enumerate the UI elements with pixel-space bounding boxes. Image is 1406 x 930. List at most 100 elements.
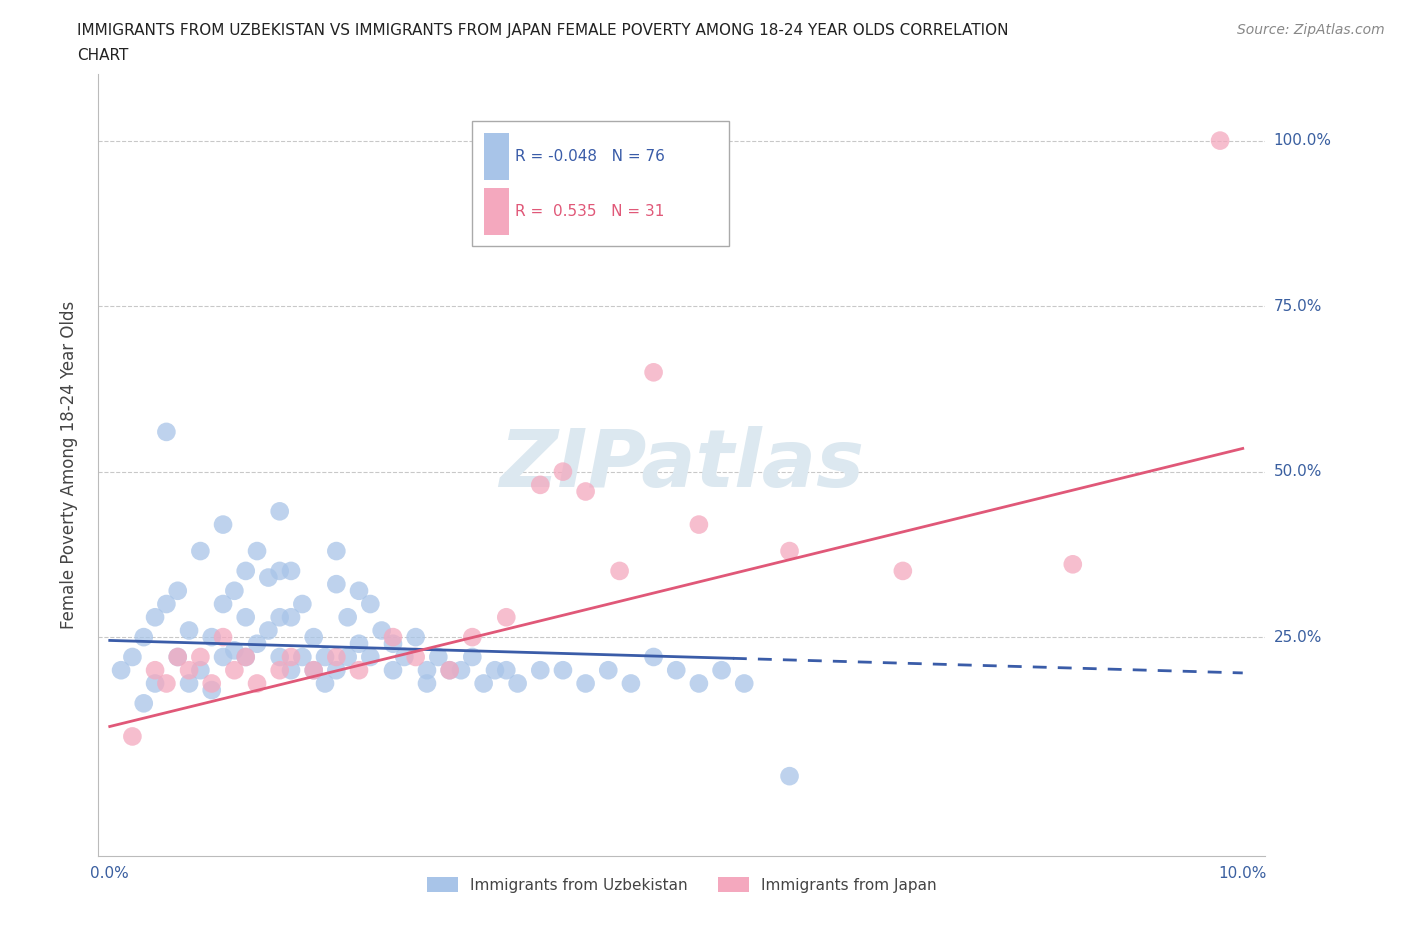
Point: [314, 676, 336, 691]
Point: [212, 596, 235, 611]
Legend: Immigrants from Uzbekistan, Immigrants from Japan: Immigrants from Uzbekistan, Immigrants f…: [422, 870, 942, 898]
Point: [302, 663, 325, 678]
Point: [688, 517, 710, 532]
Point: [291, 596, 314, 611]
Point: [235, 649, 257, 664]
Point: [155, 676, 177, 691]
Point: [246, 676, 269, 691]
Point: [235, 649, 257, 664]
Point: [382, 663, 405, 678]
Point: [132, 630, 155, 644]
Point: [710, 663, 733, 678]
Point: [257, 570, 280, 585]
Point: [224, 643, 246, 658]
Point: [302, 630, 325, 644]
Point: [529, 477, 551, 492]
Text: 0.0%: 0.0%: [90, 866, 129, 881]
Point: [280, 649, 302, 664]
Point: [1062, 557, 1084, 572]
Point: [269, 504, 291, 519]
Point: [688, 676, 710, 691]
Point: [269, 610, 291, 625]
Point: [609, 564, 631, 578]
Point: [143, 610, 166, 625]
Point: [336, 610, 359, 625]
Point: [280, 564, 302, 578]
Point: [269, 564, 291, 578]
Point: [405, 649, 427, 664]
Point: [302, 663, 325, 678]
Point: [779, 544, 801, 559]
Point: [461, 630, 484, 644]
Point: [201, 683, 224, 698]
Point: [643, 649, 665, 664]
Point: [257, 623, 280, 638]
Point: [280, 610, 302, 625]
Point: [598, 663, 620, 678]
Point: [325, 663, 347, 678]
FancyBboxPatch shape: [484, 188, 509, 234]
Point: [291, 649, 314, 664]
Point: [155, 424, 177, 439]
Point: [484, 663, 506, 678]
Point: [224, 663, 246, 678]
Point: [177, 663, 200, 678]
Point: [495, 610, 517, 625]
Point: [382, 636, 405, 651]
Text: 50.0%: 50.0%: [1274, 464, 1322, 479]
Point: [177, 676, 200, 691]
Point: [110, 663, 132, 678]
Point: [155, 596, 177, 611]
Point: [779, 769, 801, 784]
Point: [643, 365, 665, 379]
Point: [325, 649, 347, 664]
FancyBboxPatch shape: [472, 121, 728, 246]
Point: [891, 564, 914, 578]
Point: [551, 663, 574, 678]
Point: [733, 676, 755, 691]
Point: [143, 676, 166, 691]
Point: [336, 649, 359, 664]
Point: [143, 663, 166, 678]
Point: [472, 676, 495, 691]
Point: [551, 464, 574, 479]
Y-axis label: Female Poverty Among 18-24 Year Olds: Female Poverty Among 18-24 Year Olds: [59, 301, 77, 629]
Point: [121, 729, 143, 744]
Point: [325, 544, 347, 559]
Point: [132, 696, 155, 711]
Text: IMMIGRANTS FROM UZBEKISTAN VS IMMIGRANTS FROM JAPAN FEMALE POVERTY AMONG 18-24 Y: IMMIGRANTS FROM UZBEKISTAN VS IMMIGRANTS…: [77, 23, 1010, 38]
Point: [212, 517, 235, 532]
Point: [166, 649, 188, 664]
Point: [235, 564, 257, 578]
Text: 100.0%: 100.0%: [1274, 133, 1331, 148]
Point: [405, 630, 427, 644]
Point: [506, 676, 529, 691]
FancyBboxPatch shape: [484, 133, 509, 179]
Text: ZIPatlas: ZIPatlas: [499, 426, 865, 504]
Point: [347, 663, 370, 678]
Point: [347, 583, 370, 598]
Point: [190, 544, 212, 559]
Point: [121, 649, 143, 664]
Point: [394, 649, 416, 664]
Point: [1209, 133, 1232, 148]
Point: [575, 676, 598, 691]
Text: Source: ZipAtlas.com: Source: ZipAtlas.com: [1237, 23, 1385, 37]
Point: [166, 583, 188, 598]
Point: [575, 484, 598, 498]
Point: [177, 623, 200, 638]
Point: [212, 649, 235, 664]
Text: R = -0.048   N = 76: R = -0.048 N = 76: [515, 149, 665, 164]
Point: [269, 663, 291, 678]
Text: 10.0%: 10.0%: [1219, 866, 1267, 881]
Point: [246, 636, 269, 651]
Point: [201, 676, 224, 691]
Point: [269, 649, 291, 664]
Point: [382, 630, 405, 644]
Point: [224, 583, 246, 598]
Text: R =  0.535   N = 31: R = 0.535 N = 31: [515, 204, 665, 219]
Point: [190, 649, 212, 664]
Point: [416, 663, 439, 678]
Point: [450, 663, 472, 678]
Point: [620, 676, 643, 691]
